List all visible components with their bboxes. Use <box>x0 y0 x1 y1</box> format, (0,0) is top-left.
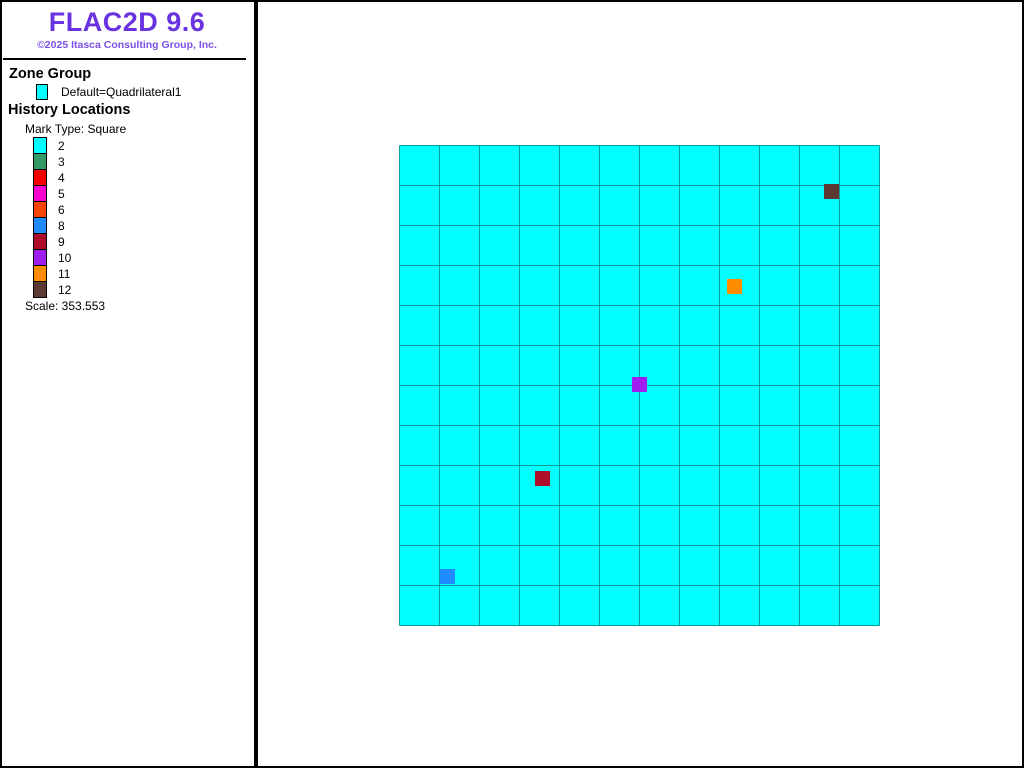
history-marker-10 <box>631 376 647 392</box>
sidebar-separator <box>254 2 258 766</box>
history-locations-heading: History Locations <box>8 102 131 118</box>
copyright-text: ©2025 Itasca Consulting Group, Inc. <box>37 39 217 51</box>
plot-area[interactable] <box>258 2 1022 766</box>
history-color-swatch <box>33 249 47 266</box>
app-title: FLAC2D 9.6 <box>48 7 206 37</box>
history-marker-8 <box>439 568 455 584</box>
history-color-swatch <box>33 185 47 202</box>
history-legend-label: 12 <box>58 283 72 297</box>
history-legend-label: 4 <box>58 171 65 185</box>
history-color-swatch <box>33 281 47 298</box>
mark-type-label: Mark Type: Square <box>25 122 127 136</box>
history-legend-label: 9 <box>58 235 65 249</box>
zone-group-color-swatch <box>36 84 48 100</box>
scale-label: Scale: 353.553 <box>25 299 106 313</box>
history-marker-12 <box>823 183 839 199</box>
history-color-swatch <box>33 217 47 234</box>
history-legend-label: 2 <box>58 139 65 153</box>
zone-group-label: Default=Quadrilateral1 <box>61 85 182 99</box>
history-legend: 2 3 4 5 6 8 9 10 11 12 <box>2 137 252 308</box>
sidebar: FLAC2D 9.6 ©2025 Itasca Consulting Group… <box>2 2 254 766</box>
zone-group-heading: Zone Group <box>9 66 92 82</box>
history-legend-label: 5 <box>58 187 65 201</box>
history-legend-label: 6 <box>58 203 65 217</box>
history-color-swatch <box>33 153 47 170</box>
history-legend-label: 11 <box>58 267 71 281</box>
history-legend-label: 3 <box>58 155 65 169</box>
history-color-swatch <box>33 169 47 186</box>
history-color-swatch <box>33 137 47 154</box>
history-legend-label: 8 <box>58 219 65 233</box>
history-color-swatch <box>33 201 47 218</box>
sidebar-divider <box>3 58 246 60</box>
zone-grid[interactable] <box>399 145 880 626</box>
history-color-swatch <box>33 265 47 282</box>
history-marker-9 <box>534 470 550 486</box>
history-color-swatch <box>33 233 47 250</box>
history-marker-11 <box>726 278 742 294</box>
history-legend-label: 10 <box>58 251 72 265</box>
